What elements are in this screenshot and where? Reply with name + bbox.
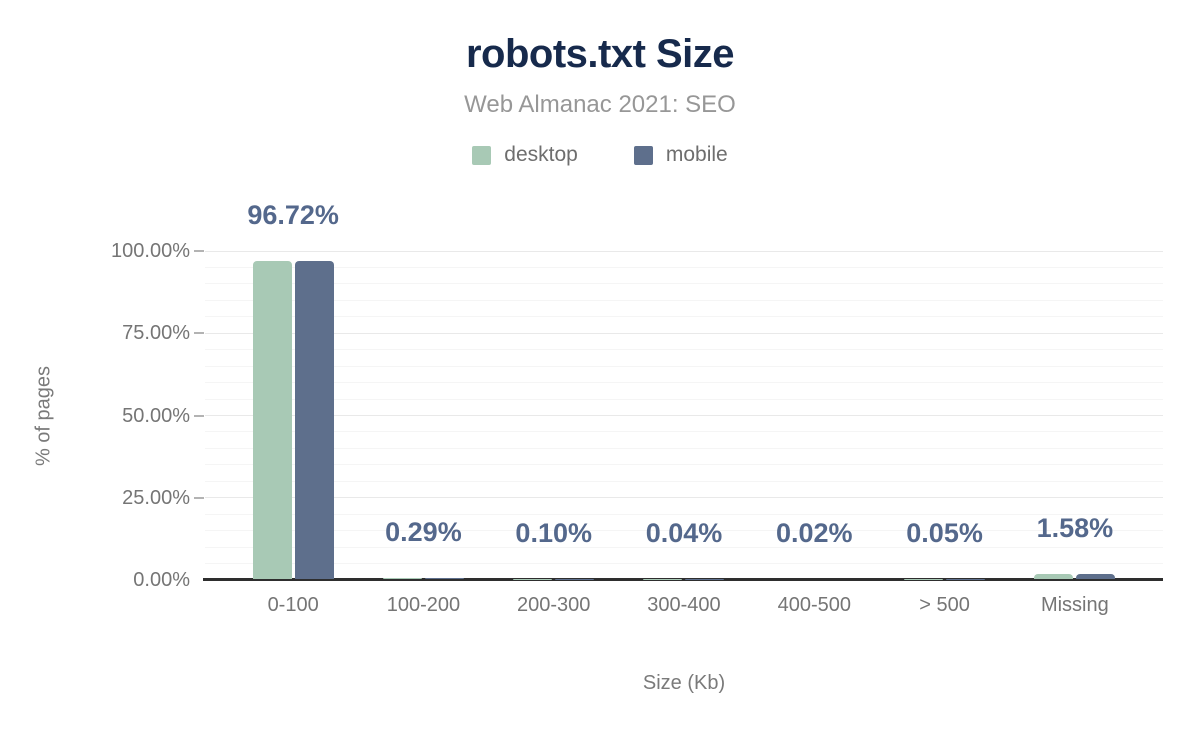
value-label: 0.05%: [906, 517, 983, 548]
plot-area: [205, 250, 1163, 580]
y-tick-label: 75.00%: [122, 322, 190, 345]
bar-group: 96.72% 0-100: [228, 201, 358, 616]
legend-item-mobile: mobile: [633, 143, 728, 167]
x-tick-label: 0-100: [267, 594, 319, 616]
bar-mobile: [424, 578, 464, 579]
bar-group: 0.10% 200-300: [489, 251, 619, 616]
bar-group: 0.04% 300-400: [619, 251, 749, 616]
x-axis-line: [203, 578, 1163, 581]
bar-mobile: [294, 260, 334, 579]
bar-mobile: [1076, 573, 1116, 579]
gridline: [205, 513, 1163, 515]
gridline: [205, 266, 1163, 268]
x-tick-label: 400-500: [777, 594, 851, 616]
bar-groups: 96.72% 0-100 0.29% 100-200 0.10% 200-300 0.04%…: [228, 201, 1140, 616]
gridline: [205, 299, 1163, 301]
x-tick-label: 300-400: [647, 594, 721, 616]
gridline: [205, 530, 1163, 532]
x-tick-label: > 500: [919, 594, 970, 616]
y-tick-label: 100.00%: [111, 240, 190, 262]
y-tick: [194, 332, 204, 335]
bar-desktop: [1034, 573, 1074, 579]
bar-group: 0.05% > 500: [879, 251, 1009, 616]
gridline: [205, 415, 1163, 416]
y-tick: [194, 496, 204, 499]
gridline: [205, 480, 1163, 482]
y-tick: [194, 250, 204, 252]
gridline: [205, 398, 1163, 400]
chart-subtitle: Web Almanac 2021: SEO: [464, 91, 736, 118]
value-label: 0.04%: [645, 517, 723, 548]
value-label: 0.02%: [776, 517, 853, 548]
bar-desktop: [252, 260, 292, 579]
value-label: 0.29%: [385, 517, 462, 548]
x-axis-title: Size (Kb): [642, 672, 726, 694]
legend-label-desktop: desktop: [504, 143, 578, 166]
y-tick: [194, 414, 204, 417]
gridline: [205, 250, 1163, 252]
gridline: [205, 497, 1163, 499]
x-tick-label: 200-300: [517, 594, 591, 616]
gridline: [205, 283, 1163, 285]
bar-group: 0.29% 100-200: [358, 251, 488, 616]
value-label: 96.72%: [247, 199, 339, 230]
legend: desktop mobile: [0, 143, 1200, 167]
gridline: [205, 316, 1163, 318]
legend-swatch-mobile: [633, 145, 653, 165]
gridline: [205, 464, 1163, 466]
legend-label-mobile: mobile: [665, 143, 728, 166]
gridline: [205, 332, 1163, 334]
bar-group: 0.02% 400-500: [749, 251, 879, 616]
bar-group: 1.58% Missing: [1010, 251, 1140, 616]
gridline: [205, 563, 1163, 565]
y-tick-label: 0.00%: [133, 569, 190, 591]
gridline: [205, 431, 1163, 433]
chart-title: robots.txt Size: [465, 32, 735, 76]
value-label: 1.58%: [1036, 512, 1114, 543]
y-tick-label: 25.00%: [122, 486, 190, 509]
legend-swatch-desktop: [472, 145, 492, 165]
y-tick-label: 50.00%: [122, 404, 190, 427]
gridline: [205, 447, 1163, 449]
legend-item-desktop: desktop: [472, 143, 578, 167]
x-tick-label: 100-200: [386, 594, 461, 616]
gridline: [205, 546, 1163, 548]
gridline: [205, 382, 1163, 384]
value-label: 0.10%: [515, 517, 592, 548]
gridline: [205, 365, 1163, 367]
x-tick-label: Missing: [1040, 594, 1109, 616]
bar-desktop: [382, 578, 422, 579]
gridline: [205, 349, 1163, 351]
